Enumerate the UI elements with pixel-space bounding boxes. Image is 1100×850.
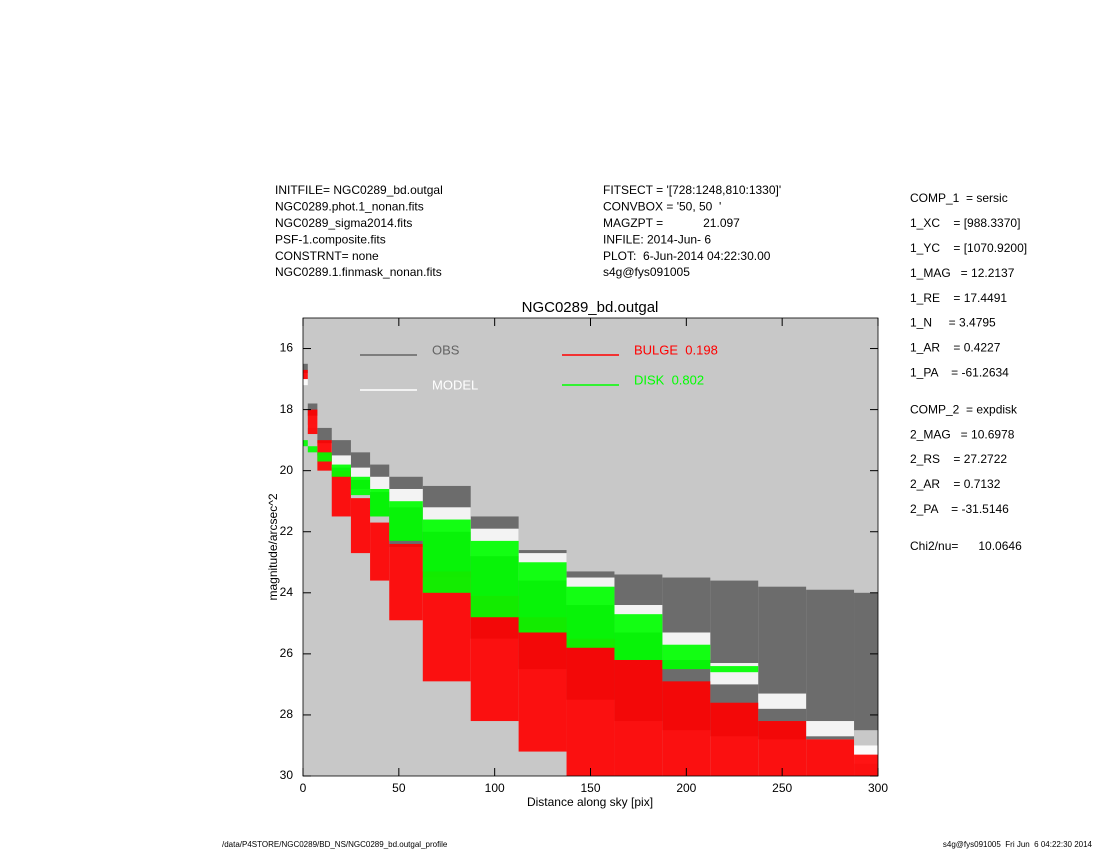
band-segment xyxy=(758,586,807,740)
band-segment xyxy=(317,452,332,462)
band-segment xyxy=(389,501,423,541)
fit-parameter: 2_AR = 0.7132 xyxy=(910,477,1001,491)
header-line: NGC0289_sigma2014.fits xyxy=(275,216,412,230)
band-segment xyxy=(806,721,855,737)
header-line: NGC0289.phot.1_nonan.fits xyxy=(275,200,424,214)
x-tick-label: 200 xyxy=(676,781,696,795)
y-axis-label: magnitude/arcsec^2 xyxy=(266,493,280,600)
band-segment xyxy=(806,739,855,776)
legend-label: BULGE 0.198 xyxy=(634,342,718,357)
header-line: PSF-1.composite.fits xyxy=(275,232,386,246)
chart-title: NGC0289_bd.outgal xyxy=(522,299,659,316)
fit-parameter: Chi2/nu= 10.0646 xyxy=(910,539,1022,553)
band-segment xyxy=(389,543,423,621)
band-segment xyxy=(854,592,878,731)
legend-label: MODEL xyxy=(432,377,478,392)
band-segment xyxy=(758,693,807,709)
band-segment xyxy=(331,464,351,477)
band-segment xyxy=(307,446,318,453)
header-line: INITFILE= NGC0289_bd.outgal xyxy=(275,183,443,197)
band-segment xyxy=(614,614,663,660)
fit-parameter: 1_MAG = 12.2137 xyxy=(910,266,1015,280)
x-tick-label: 0 xyxy=(300,781,307,795)
header-line: PLOT: 6-Jun-2014 04:22:30.00 xyxy=(603,249,771,263)
band-segment xyxy=(710,666,759,673)
band-segment xyxy=(303,369,308,380)
band-segment xyxy=(370,522,390,581)
band-segment xyxy=(854,754,878,776)
fit-parameter: 2_PA = -31.5146 xyxy=(910,502,1009,516)
band-segment xyxy=(566,638,615,776)
header-line: CONSTRNT= none xyxy=(275,249,379,263)
legend-label: DISK 0.802 xyxy=(634,372,704,387)
y-tick-label: 26 xyxy=(280,646,294,660)
x-axis-label: Distance along sky [pix] xyxy=(527,795,653,809)
band-segment xyxy=(303,440,308,447)
legend-label: OBS xyxy=(432,342,460,357)
band-segment xyxy=(331,470,351,517)
fit-parameter: 1_YC = [1070.9200] xyxy=(910,241,1027,255)
header-line: MAGZPT = 21.097 xyxy=(603,216,740,230)
band-segment xyxy=(806,589,855,740)
band-segment xyxy=(370,488,390,517)
band-segment xyxy=(422,519,471,593)
x-tick-label: 300 xyxy=(868,781,888,795)
y-tick-label: 22 xyxy=(280,524,294,538)
band-segment xyxy=(518,617,567,752)
y-tick-label: 24 xyxy=(280,585,294,599)
fit-parameter: 1_XC = [988.3370] xyxy=(910,216,1020,230)
band-segment xyxy=(662,681,711,776)
footer-right: s4g@fys091005 Fri Jun 6 04:22:30 2014 xyxy=(943,840,1093,849)
fit-parameter: 1_AR = 0.4227 xyxy=(910,341,1001,355)
x-tick-label: 150 xyxy=(580,781,600,795)
fit-parameter: 2_RS = 27.2722 xyxy=(910,452,1007,466)
band-segment xyxy=(350,498,371,554)
y-tick-label: 28 xyxy=(280,707,294,721)
header-line: FITSECT = '[728:1248,810:1330]' xyxy=(603,183,781,197)
x-tick-label: 250 xyxy=(772,781,792,795)
band-segment xyxy=(370,476,390,493)
y-tick-label: 16 xyxy=(280,341,294,355)
header-line: CONVBOX = '50, 50 ' xyxy=(603,200,721,214)
band-segment xyxy=(518,562,567,633)
fit-parameter: COMP_1 = sersic xyxy=(910,191,1008,205)
header-line: INFILE: 2014-Jun- 6 xyxy=(603,232,711,246)
band-segment xyxy=(662,644,711,670)
band-segment xyxy=(710,702,759,776)
annotations: NGC0289_bd.outgal Distance along sky [pi… xyxy=(222,183,1093,849)
plot-frame xyxy=(302,317,879,777)
y-tick-label: 18 xyxy=(280,402,294,416)
footer-left: /data/P4STORE/NGC0289/BD_NS/NGC0289_bd.o… xyxy=(222,840,448,849)
fit-parameter: 1_N = 3.4795 xyxy=(910,316,996,330)
fit-parameter: COMP_2 = expdisk xyxy=(910,402,1018,416)
fit-parameter: 1_PA = -61.2634 xyxy=(910,365,1009,379)
band-segment xyxy=(566,586,615,648)
header-line: s4g@fys091005 xyxy=(603,265,690,279)
data-marks xyxy=(303,363,878,776)
y-tick-label: 20 xyxy=(280,463,294,477)
band-segment xyxy=(350,476,371,496)
x-tick-label: 50 xyxy=(392,781,406,795)
header-line: NGC0289.1.finmask_nonan.fits xyxy=(275,265,442,279)
band-segment xyxy=(470,540,519,618)
band-segment xyxy=(614,659,663,776)
x-tick-label: 100 xyxy=(485,781,505,795)
y-tick-label: 30 xyxy=(280,768,294,782)
band-segment xyxy=(350,467,371,480)
fit-parameter: 2_MAG = 10.6978 xyxy=(910,427,1015,441)
band-segment xyxy=(758,721,807,776)
fit-parameter: 1_RE = 17.4491 xyxy=(910,291,1007,305)
band-segment xyxy=(307,409,318,435)
